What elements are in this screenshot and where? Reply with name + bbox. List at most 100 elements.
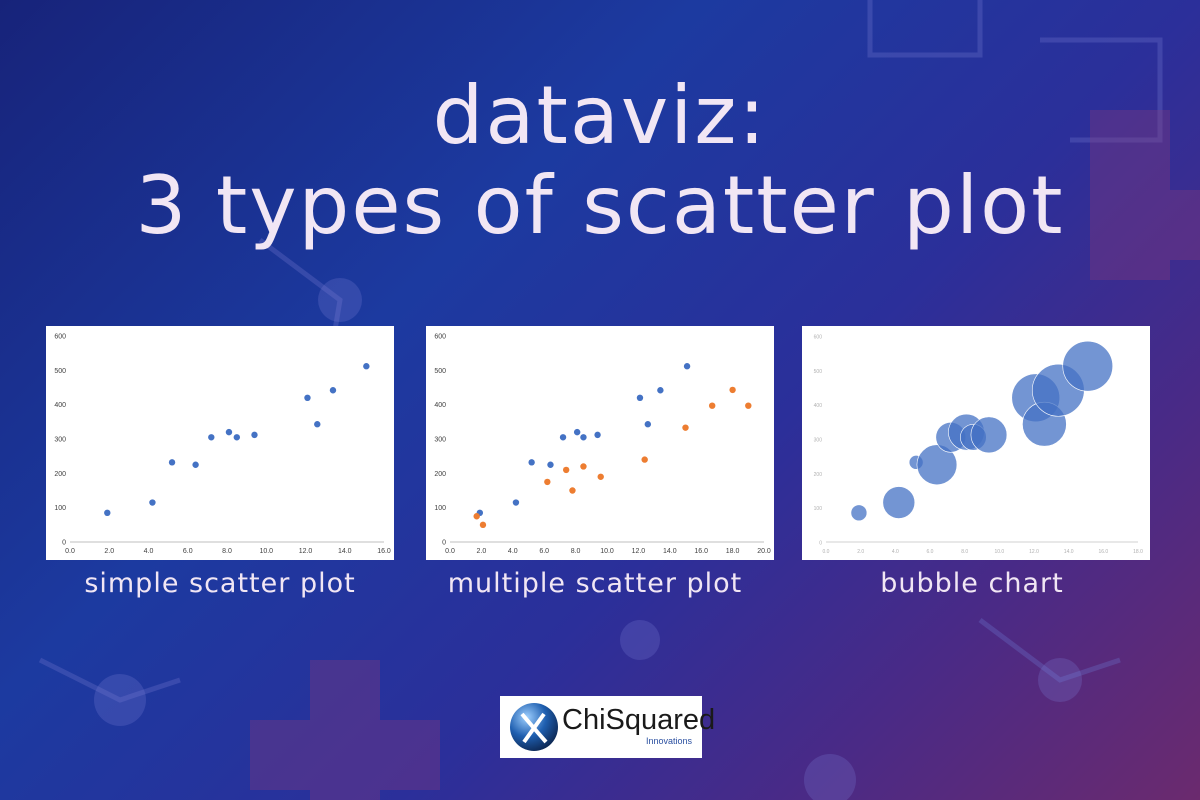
y-tick-label: 200 [814,472,823,478]
bubble-point [970,416,1008,454]
y-tick-label: 0 [819,541,822,547]
data-point-series-1 [636,394,644,401]
x-tick-label: 14.0 [338,548,352,555]
data-point-series-2 [479,521,487,529]
bubble-point [850,504,868,522]
y-tick-label: 300 [814,438,823,444]
y-tick-label: 0 [62,540,66,547]
data-point-series-1 [594,431,601,439]
y-tick-label: 400 [814,403,823,409]
x-tick-label: 4.0 [508,548,518,555]
x-tick-label: 14.0 [663,548,677,555]
caption-bubble: bubble chart [880,568,1064,599]
bubble-point [882,486,916,519]
x-tick-label: 4.0 [892,549,899,555]
page-title-line1: dataviz: [432,69,768,162]
chart-panel-multiple: 0.0 2.0 4.0 6.0 8.0 10.0 12.0 14.0 16.0 18.0 20.0 0… [426,326,774,560]
data-point-series-1 [329,387,337,394]
x-tick-label: 14.0 [1064,549,1074,555]
data-point-series-2 [569,487,576,494]
y-tick-label: 500 [434,368,446,375]
data-point-series-2 [473,513,480,520]
x-tick-label: 16.0 [377,548,391,555]
data-point-series-1 [168,459,176,466]
y-tick-label: 500 [814,369,823,375]
x-tick-label: 0.0 [823,549,830,555]
y-tick-label: 100 [434,505,446,512]
data-point-series-1 [363,363,370,370]
x-tick-label: 16.0 [694,548,708,555]
data-point-series-2 [682,424,689,431]
y-tick-label: 300 [54,437,66,444]
x-tick-label: 8.0 [222,548,232,555]
data-point-series-2 [729,386,736,394]
data-point-series-1 [192,461,199,468]
data-point-series-1 [657,387,664,394]
y-tick-label: 100 [814,506,823,512]
bubble-point [1062,340,1114,392]
caption-multiple: multiple scatter plot [447,568,743,599]
x-tick-label: 6.0 [927,549,934,555]
x-tick-label: 12.0 [1029,549,1039,555]
y-tick-label: 300 [434,437,446,444]
data-point-series-1 [528,459,535,466]
y-tick-label: 600 [434,334,446,341]
x-tick-label: 2.0 [104,548,114,555]
logo-subtitle: Innovations [646,736,693,746]
x-tick-label: 18.0 [726,548,740,555]
y-tick-label: 500 [54,368,66,375]
data-point-series-1 [233,434,241,441]
x-tick-label: 6.0 [539,548,549,555]
x-tick-label: 18.0 [1133,549,1143,555]
x-tick-label: 4.0 [144,548,154,555]
data-point-series-2 [562,466,570,474]
y-tick-label: 200 [54,471,66,478]
x-tick-label: 10.0 [600,548,614,555]
data-point-series-1 [573,428,581,436]
data-point-series-2 [745,402,752,409]
chart-panel-simple: 0.0 2.0 4.0 6.0 8.0 10.0 12.0 14.0 16.0 0 100 200 30… [46,326,394,560]
y-tick-label: 0 [442,540,446,547]
data-point-series-1 [149,499,156,506]
data-point-series-2 [708,402,716,409]
data-point-series-1 [208,434,215,441]
data-point-series-2 [544,478,551,486]
data-point-series-1 [559,434,567,441]
x-tick-label: 16.0 [1098,549,1108,555]
caption-simple: simple scatter plot [84,568,356,599]
x-tick-label: 12.0 [299,548,313,555]
y-tick-label: 400 [54,402,66,409]
y-tick-label: 600 [814,335,823,341]
y-tick-label: 100 [54,505,66,512]
simple-scatter-chart: 0.0 2.0 4.0 6.0 8.0 10.0 12.0 14.0 16.0 0 100 200 30… [54,334,391,556]
x-tick-label: 20.0 [757,548,771,555]
data-point-series-1 [251,431,258,439]
y-tick-label: 200 [434,471,446,478]
x-tick-label: 2.0 [857,549,864,555]
bubble-chart: 0.0 2.0 4.0 6.0 8.0 10.0 12.0 14.0 16.0 18.0 0 100 2… [814,335,1143,556]
data-point-series-1 [225,428,233,436]
multiple-scatter-chart: 0.0 2.0 4.0 6.0 8.0 10.0 12.0 14.0 16.0 18.0 20.0 0… [434,334,771,556]
data-point-series-1 [512,499,520,506]
chi-globe-icon [510,703,558,751]
chisquared-logo: ChiSquared Innovations [500,696,715,758]
x-tick-label: 8.0 [961,549,968,555]
y-tick-label: 600 [54,334,66,341]
bubble-point [916,444,958,486]
data-point-series-1 [104,509,111,517]
data-point-series-2 [597,473,604,480]
data-point-series-1 [580,434,587,441]
x-tick-label: 6.0 [183,548,193,555]
x-tick-label: 0.0 [65,548,75,555]
page-title-line2: 3 types of scatter plot [135,159,1065,252]
chart-panel-bubble: 0.0 2.0 4.0 6.0 8.0 10.0 12.0 14.0 16.0 18.0 0 100 2… [802,326,1150,560]
data-point-series-1 [547,461,554,468]
data-point-series-2 [641,456,648,463]
data-point-series-1 [304,394,311,401]
x-tick-label: 10.0 [994,549,1004,555]
x-tick-label: 0.0 [445,548,455,555]
data-point-series-1 [683,363,691,370]
x-tick-label: 2.0 [477,548,487,555]
data-point-series-2 [580,463,587,470]
